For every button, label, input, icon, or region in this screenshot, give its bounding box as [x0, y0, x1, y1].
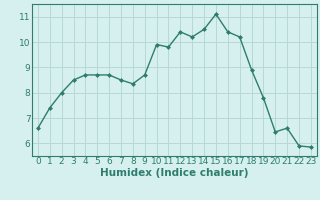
X-axis label: Humidex (Indice chaleur): Humidex (Indice chaleur): [100, 168, 249, 178]
